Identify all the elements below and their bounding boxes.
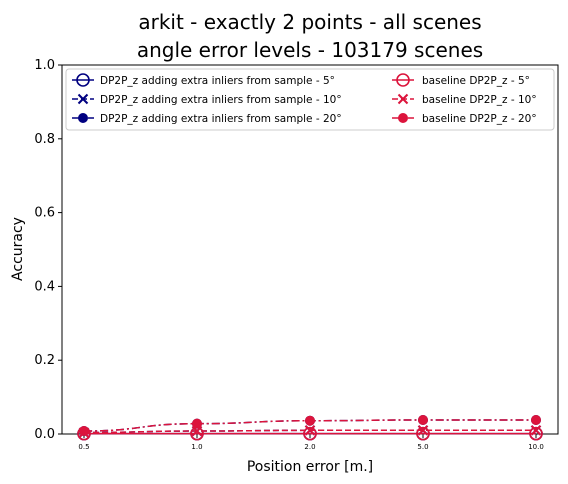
legend-entry: DP2P_z adding extra inliers from sample … bbox=[72, 93, 342, 106]
data-point bbox=[79, 426, 89, 437]
data-point bbox=[531, 414, 541, 425]
chart-title-line2: angle error levels - 103179 scenes bbox=[137, 38, 483, 62]
data-point bbox=[191, 425, 203, 437]
y-tick-label: 0.2 bbox=[34, 353, 55, 368]
y-tick-label: 0.8 bbox=[34, 132, 55, 147]
series-5 bbox=[79, 414, 541, 437]
chart-title-line1: arkit - exactly 2 points - all scenes bbox=[138, 10, 481, 34]
data-point bbox=[529, 426, 543, 441]
data-point bbox=[78, 113, 88, 123]
legend-label: DP2P_z adding extra inliers from sample … bbox=[100, 75, 335, 87]
data-point bbox=[416, 426, 430, 441]
y-tick-label: 1.0 bbox=[34, 58, 55, 73]
x-tick-label: 2.0 bbox=[304, 443, 315, 451]
legend-label: baseline DP2P_z - 20° bbox=[422, 113, 537, 125]
x-tick-label: 0.5 bbox=[78, 443, 89, 451]
x-tick-label: 10.0 bbox=[528, 443, 544, 451]
x-tick-label: 5.0 bbox=[417, 443, 428, 451]
data-point bbox=[396, 73, 410, 87]
series-4 bbox=[78, 425, 542, 438]
data-point bbox=[303, 426, 317, 441]
legend: DP2P_z adding extra inliers from sample … bbox=[65, 68, 555, 131]
legend-label: DP2P_z adding extra inliers from sample … bbox=[100, 94, 342, 106]
legend-label: DP2P_z adding extra inliers from sample … bbox=[100, 113, 342, 125]
legend-entry: baseline DP2P_z - 10° bbox=[392, 93, 537, 106]
y-tick-label: 0.0 bbox=[34, 427, 55, 442]
x-tick-label: 1.0 bbox=[191, 443, 202, 451]
x-axis: 0.5 1.0 2.0 5.0 10.0 bbox=[78, 434, 544, 451]
data-point bbox=[397, 93, 409, 105]
legend-box bbox=[65, 68, 555, 131]
y-axis-label: Accuracy bbox=[10, 217, 26, 281]
data-point bbox=[77, 93, 89, 105]
data-point bbox=[530, 425, 542, 436]
data-point bbox=[398, 113, 408, 123]
data-point bbox=[76, 73, 90, 87]
y-tick-label: 0.6 bbox=[34, 206, 55, 221]
series-layer bbox=[77, 414, 543, 441]
data-point bbox=[305, 415, 315, 426]
legend-label: baseline DP2P_z - 10° bbox=[422, 94, 537, 106]
data-point bbox=[418, 414, 428, 425]
legend-label: baseline DP2P_z - 5° bbox=[422, 75, 530, 87]
legend-entry: DP2P_z adding extra inliers from sample … bbox=[72, 113, 342, 125]
data-point bbox=[417, 425, 429, 436]
legend-entry: DP2P_z adding extra inliers from sample … bbox=[72, 73, 335, 87]
legend-entry: baseline DP2P_z - 5° bbox=[392, 73, 530, 87]
x-axis-label: Position error [m.] bbox=[247, 459, 373, 475]
y-tick-label: 0.4 bbox=[34, 279, 55, 294]
y-axis: 0.0 0.2 0.4 0.6 0.8 1.0 bbox=[34, 58, 62, 442]
data-point bbox=[304, 425, 316, 436]
legend-entry: baseline DP2P_z - 20° bbox=[392, 113, 537, 125]
data-point bbox=[192, 418, 202, 429]
